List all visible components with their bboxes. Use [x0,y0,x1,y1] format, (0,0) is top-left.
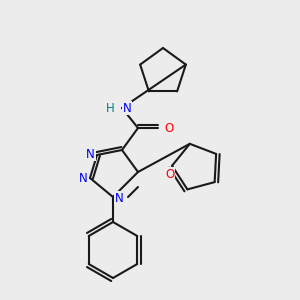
Text: H: H [106,101,115,115]
Text: N: N [79,172,88,184]
Text: N: N [86,148,95,160]
Text: N: N [123,101,132,115]
Text: N: N [115,191,124,205]
Text: O: O [165,168,175,181]
Text: O: O [164,122,173,134]
